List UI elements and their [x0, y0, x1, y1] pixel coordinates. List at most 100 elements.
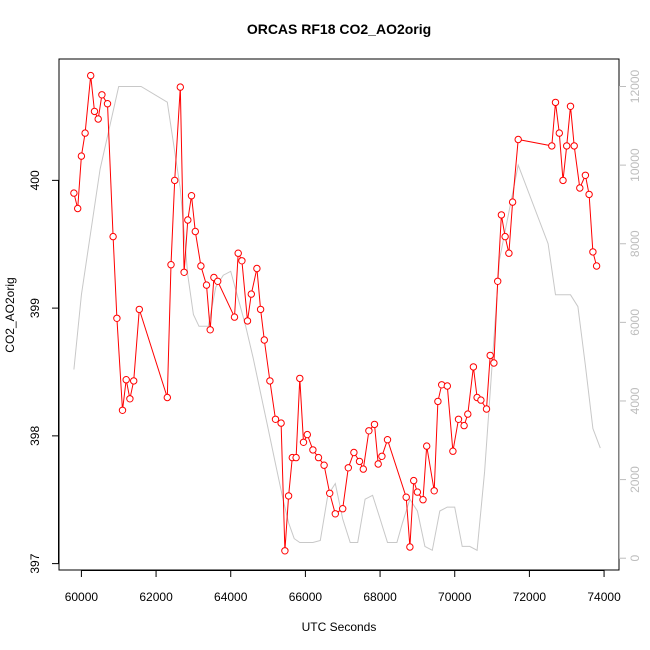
co2-point — [256, 305, 265, 314]
x-tick-label: 60000 — [65, 590, 99, 604]
co2-point — [202, 281, 211, 289]
co2-point — [331, 510, 339, 518]
co2-point — [122, 376, 130, 384]
co2-point — [77, 152, 86, 160]
co2-point — [559, 176, 567, 185]
co2-point — [277, 419, 285, 427]
co2-point — [271, 415, 280, 423]
co2-point — [87, 71, 95, 80]
co2-point — [266, 377, 274, 385]
co2-point — [260, 336, 268, 344]
co2-point — [585, 190, 593, 199]
y-tick-label: 397 — [28, 553, 42, 573]
chart-title: ORCAS RF18 CO2_AO2orig — [247, 21, 431, 37]
co2-series — [70, 71, 601, 555]
co2-point — [501, 232, 509, 241]
co2-point — [135, 305, 144, 314]
axes: 60000 62000 64000 66000 68000 70000 72000 74000… — [28, 70, 642, 604]
co2-point — [434, 397, 442, 406]
co2-point — [90, 107, 99, 116]
co2-line — [73, 75, 598, 551]
co2-point — [374, 460, 382, 468]
co2-point — [176, 83, 185, 91]
co2-point — [482, 405, 491, 413]
co2-point — [187, 192, 196, 200]
co2-point — [94, 115, 102, 123]
co2-point — [238, 257, 246, 265]
co2-point — [171, 176, 179, 185]
co2-point — [477, 396, 485, 404]
co2-point — [563, 142, 571, 150]
y2-tick-label: 0 — [628, 555, 642, 562]
co2-point — [581, 171, 590, 180]
co2-point — [402, 493, 410, 501]
co2-point — [592, 262, 601, 270]
co2-point — [130, 377, 138, 385]
co2-point — [74, 204, 82, 213]
x-tick-label: 74000 — [587, 590, 621, 604]
co2-point — [419, 496, 427, 504]
co2-point — [234, 249, 242, 257]
co2-point — [365, 427, 373, 435]
co2-point — [566, 102, 575, 111]
co2-point — [505, 249, 513, 257]
y-tick-label: 400 — [28, 170, 42, 190]
co2-point — [359, 465, 367, 473]
co2-point — [576, 184, 584, 192]
y-tick-label: 399 — [28, 298, 42, 318]
altitude-line — [73, 86, 601, 552]
co2-point — [355, 457, 364, 466]
plot-frame — [58, 58, 620, 571]
co2-point — [214, 277, 222, 285]
co2-point — [430, 487, 438, 495]
co2-point — [344, 464, 352, 472]
co2-point — [284, 492, 293, 500]
co2-point — [514, 135, 522, 144]
y2-tick-label: 2000 — [628, 466, 642, 493]
co2-point — [413, 488, 422, 496]
y2-tick-label: 6000 — [628, 309, 642, 336]
co2-point — [454, 415, 463, 423]
co2-point — [326, 489, 334, 497]
co2-point — [253, 264, 261, 273]
co2-point — [494, 277, 502, 285]
co2-point — [570, 142, 578, 150]
co2-point — [370, 420, 379, 429]
x-tick-label: 70000 — [438, 590, 472, 604]
x-tick-label: 72000 — [513, 590, 547, 604]
co2-point — [383, 436, 392, 444]
co2-point — [589, 248, 597, 256]
co2-point — [191, 227, 200, 236]
co2-point — [486, 351, 494, 360]
co2-point — [320, 461, 328, 469]
co2-point — [508, 198, 517, 206]
co2-point — [303, 430, 311, 439]
y-axis-label: CO2_AO2orig — [3, 277, 17, 352]
co2-point — [350, 448, 358, 457]
co2-point — [197, 262, 205, 270]
co2-point — [378, 452, 386, 460]
co2-point — [309, 446, 317, 454]
co2-point — [460, 421, 468, 430]
co2-point — [98, 91, 106, 99]
co2-point — [292, 453, 300, 462]
co2-point — [555, 129, 563, 137]
co2-point — [490, 359, 498, 367]
co2-point — [299, 438, 308, 446]
co2-point — [339, 505, 347, 513]
co2-point — [548, 142, 556, 150]
y2-tick-label: 4000 — [628, 387, 642, 414]
co2-point — [464, 410, 472, 418]
co2-point — [406, 543, 414, 551]
co2-point — [109, 232, 117, 241]
altitude-series — [73, 86, 601, 552]
co2-point — [296, 374, 304, 383]
co2-point — [247, 290, 256, 298]
y2-tick-label: 12000 — [628, 70, 642, 104]
co2-point — [118, 406, 127, 414]
y2-tick-label: 10000 — [628, 148, 642, 182]
co2-point — [230, 313, 239, 321]
co2-point — [314, 453, 323, 462]
co2-point — [126, 395, 134, 403]
